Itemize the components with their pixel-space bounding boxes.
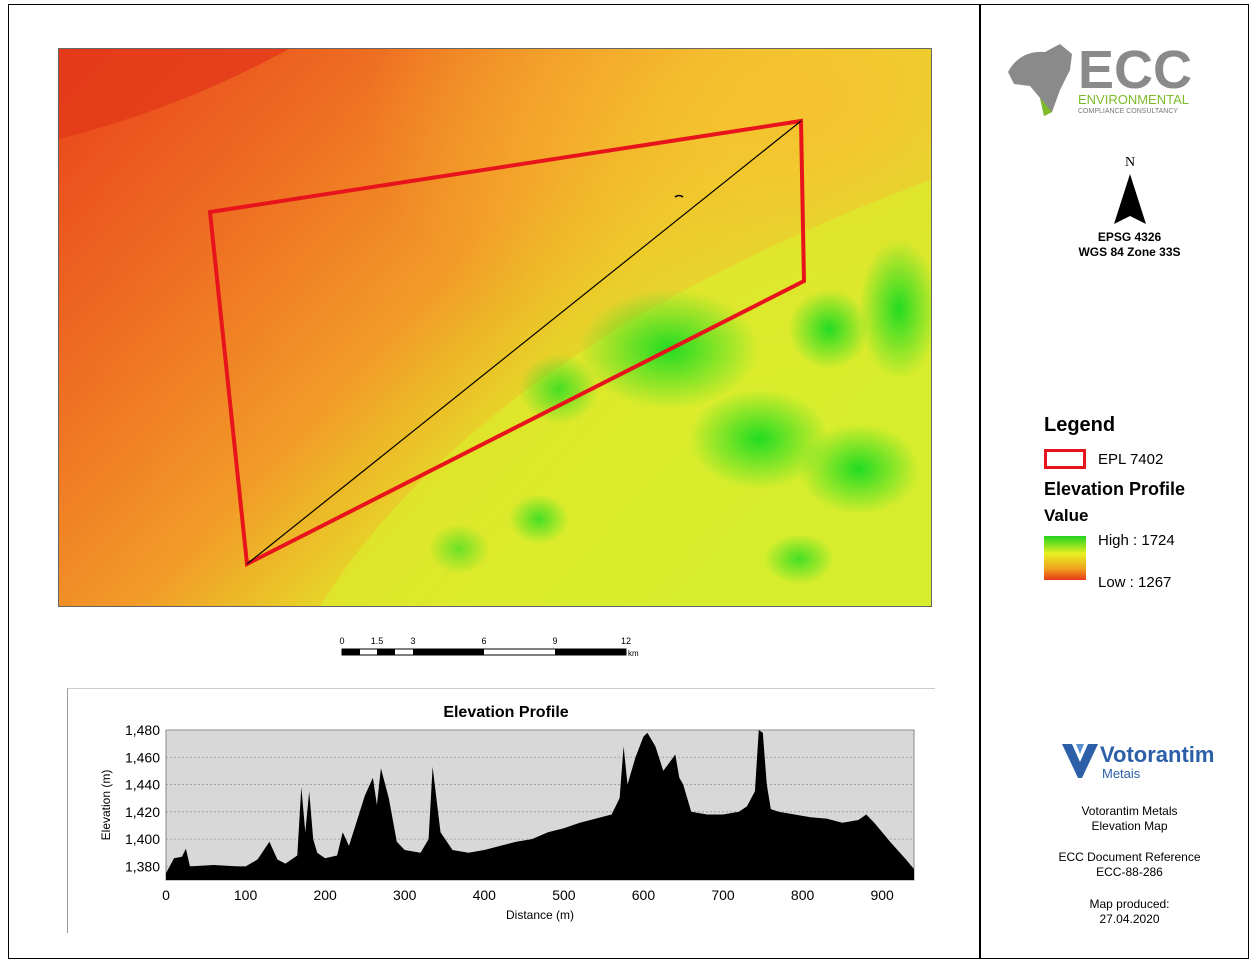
y-tick-label: 1,420 <box>125 804 160 820</box>
legend-epl-label: EPL 7402 <box>1098 450 1164 468</box>
x-tick-label: 900 <box>870 887 894 903</box>
votorantim-logo-sub: Metais <box>1102 766 1141 781</box>
crs-line1: EPSG 4326 <box>1097 230 1162 244</box>
info-produced-label: Map produced: <box>1089 897 1170 911</box>
scale-tick-5: 12 <box>621 636 631 646</box>
scale-tick-4: 9 <box>552 636 557 646</box>
scale-bar: 0 1.5 3 6 9 12 km <box>330 632 660 672</box>
votorantim-logo: Votorantim Metais <box>1062 740 1222 786</box>
legend-title: Legend <box>1044 414 1116 436</box>
scale-tick-0: 0 <box>339 636 344 646</box>
elevation-color-ramp: High : 1724 Low : 1267 <box>1044 532 1244 591</box>
ecc-logo-line1: ENVIRONMENTAL <box>1078 92 1189 107</box>
legend: Legend EPL 7402 Elevation Profile Value … <box>1044 414 1244 591</box>
votorantim-logo-icon <box>1062 744 1098 778</box>
scale-tick-1: 1.5 <box>371 636 384 646</box>
x-tick-label: 0 <box>162 887 170 903</box>
crs-line2: WGS 84 Zone 33S <box>1078 245 1181 259</box>
chart-title: Elevation Profile <box>443 704 568 721</box>
x-tick-label: 300 <box>393 887 417 903</box>
ecc-logo: ECC ENVIRONMENTAL COMPLIANCE CONSULTANCY <box>1000 32 1210 122</box>
y-tick-label: 1,440 <box>125 777 160 793</box>
legend-value-label: Value <box>1044 506 1089 525</box>
ecc-logo-text: ECC <box>1078 40 1192 100</box>
y-axis-label: Elevation (m) <box>99 770 113 841</box>
elevation-profile-area <box>166 730 914 880</box>
north-letter: N <box>1125 155 1135 170</box>
epl-swatch <box>1044 449 1086 469</box>
x-tick-label: 200 <box>313 887 337 903</box>
info-company: Votorantim Metals <box>1081 804 1178 818</box>
x-tick-label: 400 <box>473 887 497 903</box>
legend-item-epl: EPL 7402 <box>1044 449 1244 469</box>
epl-boundary[interactable] <box>207 118 807 568</box>
panel-divider <box>979 4 981 959</box>
y-tick-label: 1,380 <box>125 858 160 874</box>
legend-profile-label: Elevation Profile <box>1044 479 1186 499</box>
elevation-profile-chart: Elevation Profile 1,380 1,400 1,420 1,440 1,… <box>67 688 935 933</box>
side-panel: ECC ENVIRONMENTAL COMPLIANCE CONSULTANCY… <box>982 4 1249 959</box>
x-tick-label: 800 <box>791 887 815 903</box>
scale-tick-2: 3 <box>410 636 415 646</box>
x-axis-label: Distance (m) <box>506 908 574 922</box>
y-tick-label: 1,400 <box>125 831 160 847</box>
north-arrow: N <box>1110 152 1150 232</box>
africa-icon <box>1008 44 1072 116</box>
map-marker <box>674 194 684 198</box>
x-tick-label: 700 <box>711 887 735 903</box>
info-ref-value: ECC-88-286 <box>1096 865 1163 879</box>
votorantim-logo-text: Votorantim <box>1100 742 1214 767</box>
elevation-raster <box>59 49 931 606</box>
y-tick-label: 1,480 <box>125 722 160 738</box>
scale-unit: km <box>628 649 639 658</box>
ramp-low-label: Low : 1267 <box>1098 574 1172 591</box>
y-tick-label: 1,460 <box>125 749 160 765</box>
x-tick-label: 100 <box>234 887 258 903</box>
ramp-high-label: High : 1724 <box>1098 532 1175 549</box>
map-frame <box>8 4 1249 959</box>
ecc-logo-line2: COMPLIANCE CONSULTANCY <box>1078 108 1178 115</box>
info-map-title: Elevation Map <box>1091 819 1168 833</box>
info-produced-date: 27.04.2020 <box>1099 912 1160 926</box>
elevation-map[interactable] <box>58 48 932 607</box>
color-ramp-bar <box>1044 536 1086 580</box>
x-tick-label: 600 <box>632 887 656 903</box>
x-tick-label: 500 <box>552 887 576 903</box>
info-ref-label: ECC Document Reference <box>1058 850 1201 864</box>
scale-tick-3: 6 <box>481 636 486 646</box>
north-arrow-icon <box>1114 174 1146 224</box>
profile-transect-line[interactable] <box>246 120 802 565</box>
